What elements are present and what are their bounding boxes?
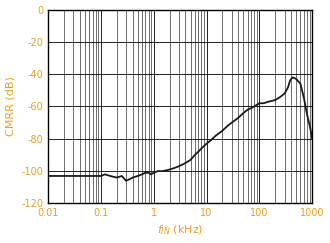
Y-axis label: CMRR (dB): CMRR (dB): [6, 77, 16, 136]
X-axis label: $f_{IN}$ (kHz): $f_{IN}$ (kHz): [157, 224, 203, 237]
